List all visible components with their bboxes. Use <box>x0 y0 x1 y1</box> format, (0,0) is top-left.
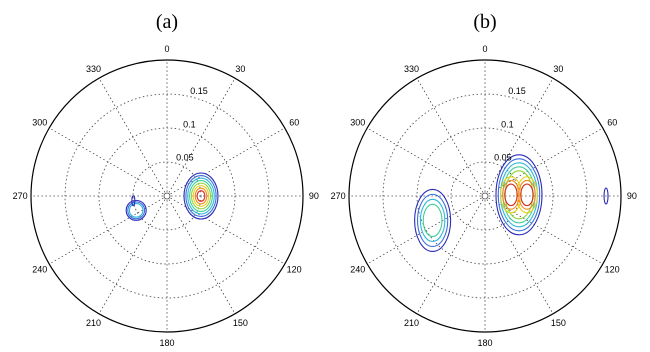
contour-line <box>192 185 210 207</box>
contour-line <box>185 174 217 218</box>
contour-line <box>194 187 208 205</box>
angle-tick-label: 330 <box>86 64 101 74</box>
angle-tick-label: 270 <box>13 191 28 201</box>
angle-tick-label: 210 <box>86 318 101 328</box>
contour-peak <box>125 199 147 221</box>
angle-tick-label: 120 <box>605 264 620 274</box>
contour-peak <box>414 188 452 252</box>
radial-tick-label: 0.05 <box>176 153 194 163</box>
angle-tick-label: 150 <box>233 318 248 328</box>
contour-peak <box>495 154 543 236</box>
angle-tick-label: 120 <box>287 264 302 274</box>
polar-boundary <box>30 59 304 333</box>
radial-grid-circle <box>382 93 588 299</box>
contour-line <box>422 203 443 238</box>
radial-tick-label: 0.05 <box>494 153 512 163</box>
radial-grid-circle <box>132 161 202 231</box>
contour-line <box>502 179 520 210</box>
angle-tick-label: 60 <box>607 118 617 128</box>
angle-tick-label: 180 <box>477 338 492 348</box>
angle-tick-label: 270 <box>331 191 346 201</box>
angle-tick-label: 90 <box>627 191 637 201</box>
contour-line <box>416 193 449 248</box>
center-marker <box>163 192 171 200</box>
radial-tick-label: 0.1 <box>183 119 196 129</box>
contour-line <box>603 187 609 205</box>
contour-peak <box>131 195 136 207</box>
angle-tick-label: 0 <box>482 44 487 54</box>
panel-title: (b) <box>473 11 496 33</box>
angle-tick-label: 240 <box>32 264 47 274</box>
contour-line <box>516 176 538 214</box>
angle-tick-label: 30 <box>235 64 245 74</box>
center-marker <box>481 192 489 200</box>
contour-line <box>495 154 543 236</box>
radial-grid-circle <box>98 127 236 265</box>
angle-tick-label: 300 <box>32 118 47 128</box>
contour-line <box>128 203 144 218</box>
angle-tick-label: 0 <box>164 44 169 54</box>
polar-boundary <box>348 59 622 333</box>
radial-tick-label: 0.15 <box>190 86 208 96</box>
angle-tick-label: 30 <box>553 64 563 74</box>
contour-line <box>127 201 146 220</box>
contour-line <box>196 190 206 202</box>
panel-title: (a) <box>156 11 178 33</box>
polar-panel-b: (b) 0 30 60 90 120 150 180 210 240 270 300 330 0.05 0.… <box>331 11 637 348</box>
contour-line <box>187 177 215 215</box>
angle-tick-label: 240 <box>350 264 365 274</box>
radial-grid-circle <box>416 127 554 265</box>
contour-line <box>414 188 452 252</box>
angle-tick-label: 60 <box>289 118 299 128</box>
angle-tick-label: 300 <box>350 118 365 128</box>
contour-line <box>419 198 446 243</box>
angle-tick-label: 330 <box>404 64 419 74</box>
angle-tick-label: 180 <box>159 338 174 348</box>
radial-tick-label: 0.15 <box>508 86 526 96</box>
contour-line <box>518 179 536 210</box>
contour-line <box>504 183 518 207</box>
contour-line <box>125 199 147 221</box>
contour-peak <box>183 172 219 220</box>
contour-line <box>520 183 534 207</box>
contour-line <box>190 182 212 210</box>
contour-line <box>189 180 213 212</box>
radial-tick-label: 0.1 <box>501 119 514 129</box>
contour-line <box>497 158 541 232</box>
angle-tick-label: 90 <box>309 191 319 201</box>
radial-grid-circle <box>64 93 270 299</box>
contour-line <box>500 176 522 214</box>
contour-peak <box>603 187 609 205</box>
contour-line <box>183 172 219 220</box>
angle-tick-label: 210 <box>404 318 419 328</box>
polar-panel-a: (a) 0 30 60 90 120 150 180 210 240 270 300 330 0.05 0.… <box>13 11 319 348</box>
angle-tick-label: 150 <box>551 318 566 328</box>
contour-line <box>131 195 136 207</box>
